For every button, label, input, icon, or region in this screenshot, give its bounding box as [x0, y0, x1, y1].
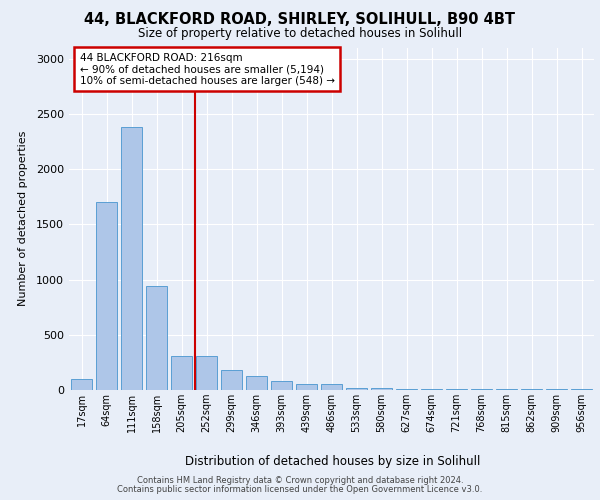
Bar [321, 384, 342, 390]
Text: Contains public sector information licensed under the Open Government Licence v3: Contains public sector information licen… [118, 485, 482, 494]
Text: 44, BLACKFORD ROAD, SHIRLEY, SOLIHULL, B90 4BT: 44, BLACKFORD ROAD, SHIRLEY, SOLIHULL, B… [85, 12, 515, 28]
Bar [296, 384, 317, 390]
Bar [146, 286, 167, 390]
Bar [171, 356, 192, 390]
Text: 44 BLACKFORD ROAD: 216sqm
← 90% of detached houses are smaller (5,194)
10% of se: 44 BLACKFORD ROAD: 216sqm ← 90% of detac… [79, 52, 335, 86]
Bar [371, 388, 392, 390]
Bar [221, 370, 242, 390]
Bar [271, 381, 292, 390]
Text: Contains HM Land Registry data © Crown copyright and database right 2024.: Contains HM Land Registry data © Crown c… [137, 476, 463, 485]
Bar [246, 376, 267, 390]
Y-axis label: Number of detached properties: Number of detached properties [17, 131, 28, 306]
Bar [346, 388, 367, 390]
Bar [96, 202, 117, 390]
Bar [71, 379, 92, 390]
Bar [121, 127, 142, 390]
Text: Distribution of detached houses by size in Solihull: Distribution of detached houses by size … [185, 454, 481, 468]
Bar [196, 356, 217, 390]
Text: Size of property relative to detached houses in Solihull: Size of property relative to detached ho… [138, 28, 462, 40]
